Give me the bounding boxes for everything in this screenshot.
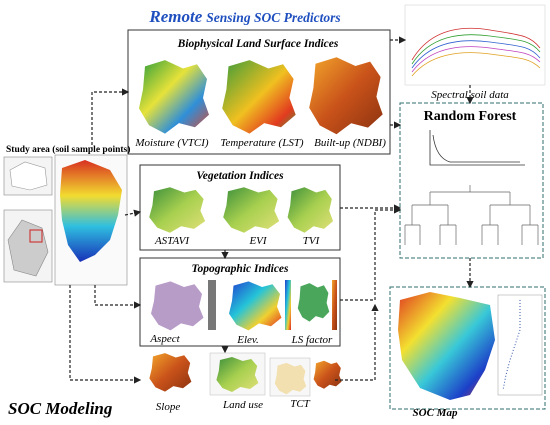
rf-tree — [404, 185, 539, 245]
soc-map-label: SOC Map — [413, 407, 458, 419]
arrow — [340, 206, 402, 301]
landuse-map — [216, 357, 259, 392]
caption: TCT — [290, 398, 310, 410]
caption: Slope — [156, 401, 181, 413]
tvi-map — [287, 187, 334, 233]
caption: ASTAVI — [154, 235, 190, 247]
rf-title: Random Forest — [424, 109, 517, 124]
province-map — [7, 219, 49, 277]
rf-error-plot — [429, 130, 525, 166]
arrow — [69, 285, 142, 384]
rf-box — [399, 102, 544, 259]
legend-bar — [208, 280, 216, 330]
biophysical-title: Biophysical Land Surface Indices — [177, 38, 339, 50]
caption: Land use — [222, 399, 263, 411]
builtup-map — [309, 57, 383, 135]
title-emphasis: Remote — [148, 7, 202, 26]
spectral-frame — [404, 4, 546, 86]
legend-bar — [332, 280, 337, 330]
caption: EVI — [248, 235, 267, 247]
arrow — [124, 209, 142, 217]
soc-box — [389, 286, 546, 410]
caption: Built-up (NDBI) — [314, 137, 386, 149]
aspect-map — [151, 281, 204, 331]
slope-map — [149, 353, 192, 392]
caption: Elev. — [236, 334, 258, 346]
caption: Temperature (LST) — [220, 137, 304, 149]
tct-map — [274, 362, 307, 395]
china-outline — [9, 161, 48, 191]
spectral-curves — [411, 27, 541, 77]
caption: TVI — [303, 235, 321, 247]
title-rest: Sensing SOC Predictors — [206, 10, 340, 25]
study-map — [60, 160, 122, 262]
legend-bar — [285, 280, 291, 330]
elevation-map — [229, 281, 282, 331]
caption: Aspect — [149, 333, 180, 345]
temperature-map — [222, 60, 296, 134]
arrow — [91, 88, 130, 150]
importance-plot — [497, 294, 543, 396]
title: Remote Sensing SOC Predictors — [148, 7, 340, 26]
tct-map-2 — [313, 360, 342, 389]
study-area-label: Study area (soil sample points) — [6, 144, 130, 155]
evi-map — [223, 187, 280, 233]
moisture-map — [139, 60, 209, 134]
importance-points — [502, 300, 521, 391]
astavi-map — [149, 187, 206, 233]
modeling-label: SOC Modeling — [8, 399, 113, 418]
caption: Moisture (VTCI) — [134, 137, 209, 149]
topographic-title: Topographic Indices — [191, 263, 289, 275]
ls-map — [297, 283, 330, 322]
soc-map — [398, 292, 495, 400]
arrow — [335, 303, 379, 381]
arrow — [94, 285, 142, 309]
locator — [29, 229, 43, 243]
caption: LS factor — [291, 334, 333, 346]
vegetation-title: Vegetation Indices — [196, 170, 284, 182]
